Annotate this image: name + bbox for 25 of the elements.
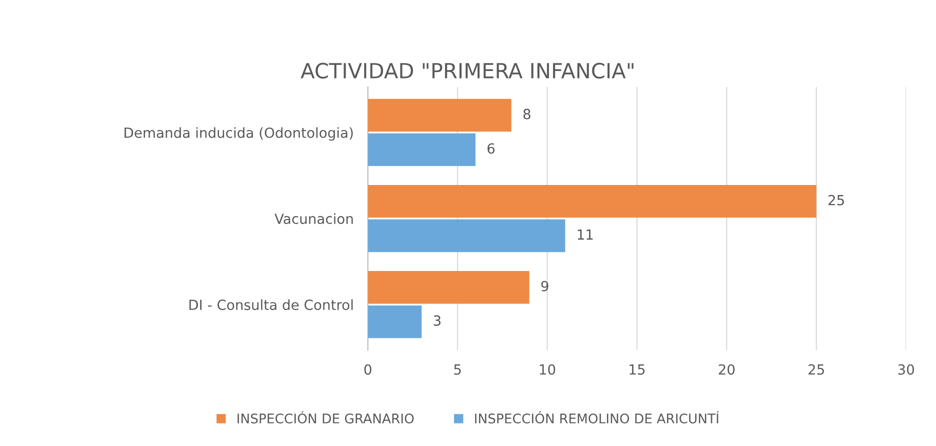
bar (368, 98, 512, 132)
bar (368, 219, 566, 252)
bar (368, 133, 476, 166)
chart-title: ACTIVIDAD "PRIMERA INFANCIA" (300, 62, 634, 79)
x-tick-label: 5 (454, 364, 461, 375)
x-tick-label: 30 (898, 364, 914, 375)
data-label: 8 (523, 108, 530, 120)
bar (368, 184, 816, 218)
bar (368, 271, 530, 304)
bar (368, 305, 422, 338)
data-label: 11 (578, 229, 593, 240)
x-tick-label: 25 (808, 364, 824, 375)
y-tick-label: Vacunacion (274, 213, 353, 224)
data-label: 9 (541, 280, 548, 292)
y-tick-label: DI - Consulta de Control (189, 299, 353, 310)
legend-label: INSPECCIÓN REMOLINO DE ARICUNTÍ (475, 411, 720, 424)
data-label: 3 (434, 315, 441, 326)
x-tick-label: 10 (540, 364, 556, 375)
x-tick-label: 20 (718, 364, 735, 375)
y-tick-label: Demanda inducida (Odontologia) (124, 127, 353, 141)
legend-label: INSPECCIÓN DE GRANARIO (238, 411, 414, 424)
x-tick-label: 15 (630, 364, 645, 375)
x-tick-label: 0 (364, 364, 372, 375)
data-label: 25 (828, 194, 844, 206)
data-label: 6 (488, 143, 495, 154)
